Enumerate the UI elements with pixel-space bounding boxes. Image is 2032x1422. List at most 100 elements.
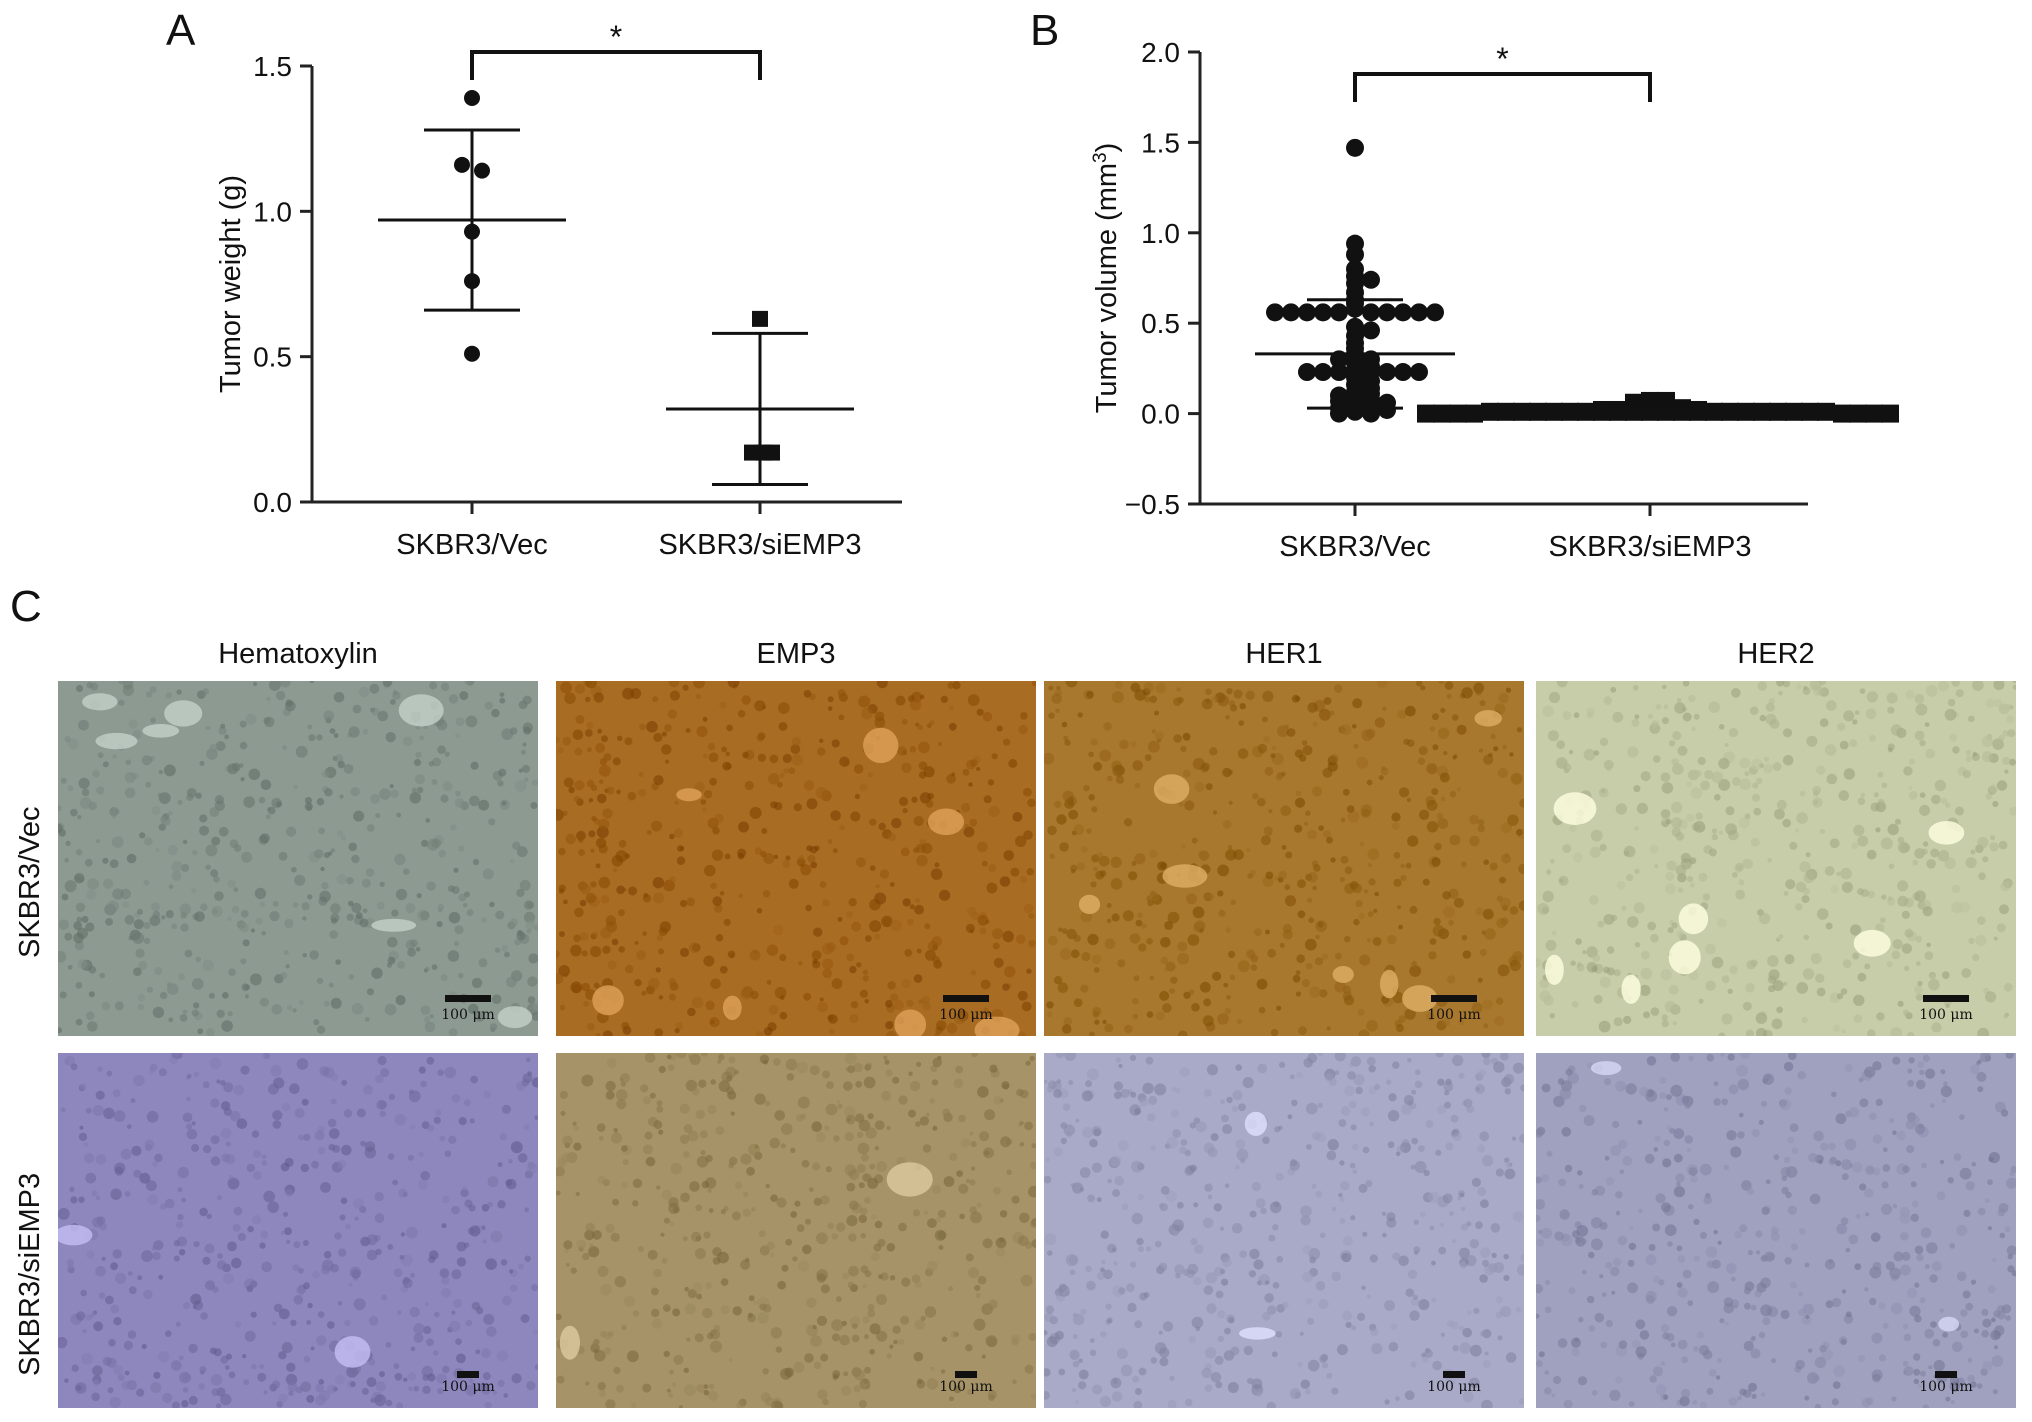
cell-nucleus <box>1753 807 1762 816</box>
cell-nucleus <box>983 795 992 804</box>
cell-nucleus <box>869 818 877 826</box>
cell-nucleus <box>1127 1302 1137 1313</box>
data-point <box>1410 363 1428 382</box>
cell-nucleus <box>1699 1401 1708 1408</box>
cell-nucleus <box>1940 797 1948 804</box>
cell-nucleus <box>1331 1387 1339 1395</box>
cell-nucleus <box>1044 1079 1048 1084</box>
cell-nucleus <box>838 714 845 721</box>
cell-nucleus <box>780 1123 793 1135</box>
data-point <box>1330 303 1348 322</box>
cell-nucleus <box>1992 1389 1998 1395</box>
cell-nucleus <box>982 1238 993 1249</box>
cell-nucleus <box>847 1065 856 1074</box>
cell-nucleus <box>916 1061 922 1067</box>
cell-nucleus <box>209 1347 217 1355</box>
cell-nucleus <box>763 853 775 864</box>
cell-nucleus <box>499 692 505 697</box>
cell-nucleus <box>588 830 596 838</box>
cell-nucleus <box>1056 1079 1062 1084</box>
cell-nucleus <box>1264 766 1274 776</box>
cell-nucleus <box>1603 696 1613 705</box>
cell-nucleus <box>907 918 914 926</box>
cell-nucleus <box>1802 968 1815 980</box>
cell-nucleus <box>974 1284 981 1291</box>
cell-nucleus <box>1892 1203 1898 1209</box>
cell-nucleus <box>86 889 97 900</box>
cell-nucleus <box>1147 899 1154 907</box>
cell-nucleus <box>1221 1114 1229 1123</box>
cell-nucleus <box>411 793 418 800</box>
cell-nucleus <box>1154 710 1159 716</box>
cell-nucleus <box>612 1198 619 1206</box>
cell-nucleus <box>1173 1232 1179 1237</box>
cell-nucleus <box>1864 1066 1876 1078</box>
cell-nucleus <box>1497 1335 1503 1341</box>
cell-nucleus <box>1353 743 1359 749</box>
cell-nucleus <box>1967 1357 1973 1363</box>
data-point <box>1298 303 1316 322</box>
cell-nucleus <box>1262 716 1268 723</box>
cell-nucleus <box>1996 780 2008 791</box>
cell-nucleus <box>1162 1321 1174 1332</box>
cell-nucleus <box>759 1054 770 1064</box>
cell-nucleus <box>1230 899 1236 905</box>
cell-nucleus <box>418 1066 426 1074</box>
cell-nucleus <box>1326 836 1333 844</box>
cell-nucleus <box>631 1402 637 1408</box>
cell-nucleus <box>556 1375 565 1384</box>
cell-nucleus <box>1225 849 1237 861</box>
cell-nucleus <box>1835 1160 1842 1167</box>
cell-nucleus <box>1737 1396 1742 1401</box>
cell-nucleus <box>1913 1378 1919 1385</box>
cell-nucleus <box>846 1182 856 1192</box>
cell-nucleus <box>653 1268 662 1278</box>
cell-nucleus <box>1340 1181 1350 1191</box>
cell-nucleus <box>1404 705 1416 717</box>
cell-nucleus <box>694 1333 704 1343</box>
cell-nucleus <box>2002 756 2011 765</box>
cell-nucleus <box>334 1232 342 1240</box>
cell-nucleus <box>193 1241 200 1248</box>
cell-nucleus <box>1928 1365 1933 1370</box>
cell-nucleus <box>408 1090 421 1103</box>
cell-nucleus <box>820 1284 830 1294</box>
cell-nucleus <box>1565 1068 1573 1076</box>
cell-nucleus <box>703 1389 710 1396</box>
cell-nucleus <box>1391 822 1400 830</box>
cell-nucleus <box>967 694 980 707</box>
cell-nucleus <box>1451 714 1459 721</box>
cell-nucleus <box>516 931 526 941</box>
cell-nucleus <box>1917 980 1923 987</box>
cell-nucleus <box>846 953 854 962</box>
cell-nucleus <box>1755 1230 1763 1238</box>
data-point <box>1561 402 1579 421</box>
cell-nucleus <box>1058 1368 1066 1376</box>
cell-nucleus <box>862 1316 870 1324</box>
cell-nucleus <box>1028 939 1036 948</box>
cell-nucleus <box>1728 728 1739 738</box>
cell-nucleus <box>1448 888 1459 899</box>
cell-nucleus <box>599 779 604 784</box>
cell-nucleus <box>456 1257 467 1267</box>
cell-nucleus <box>757 753 766 762</box>
cell-nucleus <box>748 1295 755 1302</box>
cell-nucleus <box>1819 828 1826 834</box>
cell-nucleus <box>885 1069 893 1077</box>
cell-nucleus <box>1405 862 1412 869</box>
cell-nucleus <box>158 769 164 775</box>
cell-nucleus <box>137 1003 145 1010</box>
cell-nucleus <box>1453 1132 1462 1142</box>
cell-nucleus <box>1436 812 1444 820</box>
cell-nucleus <box>177 1187 183 1193</box>
cell-nucleus <box>483 1313 495 1325</box>
cell-nucleus <box>642 1096 651 1105</box>
cell-nucleus <box>616 885 625 895</box>
cell-nucleus <box>1358 912 1366 920</box>
cell-nucleus <box>290 1319 297 1327</box>
cell-nucleus <box>1993 1310 2001 1318</box>
cell-nucleus <box>98 1292 106 1299</box>
cell-nucleus <box>849 1013 859 1024</box>
cell-nucleus <box>1622 1155 1633 1166</box>
cell-nucleus <box>1222 1124 1233 1135</box>
